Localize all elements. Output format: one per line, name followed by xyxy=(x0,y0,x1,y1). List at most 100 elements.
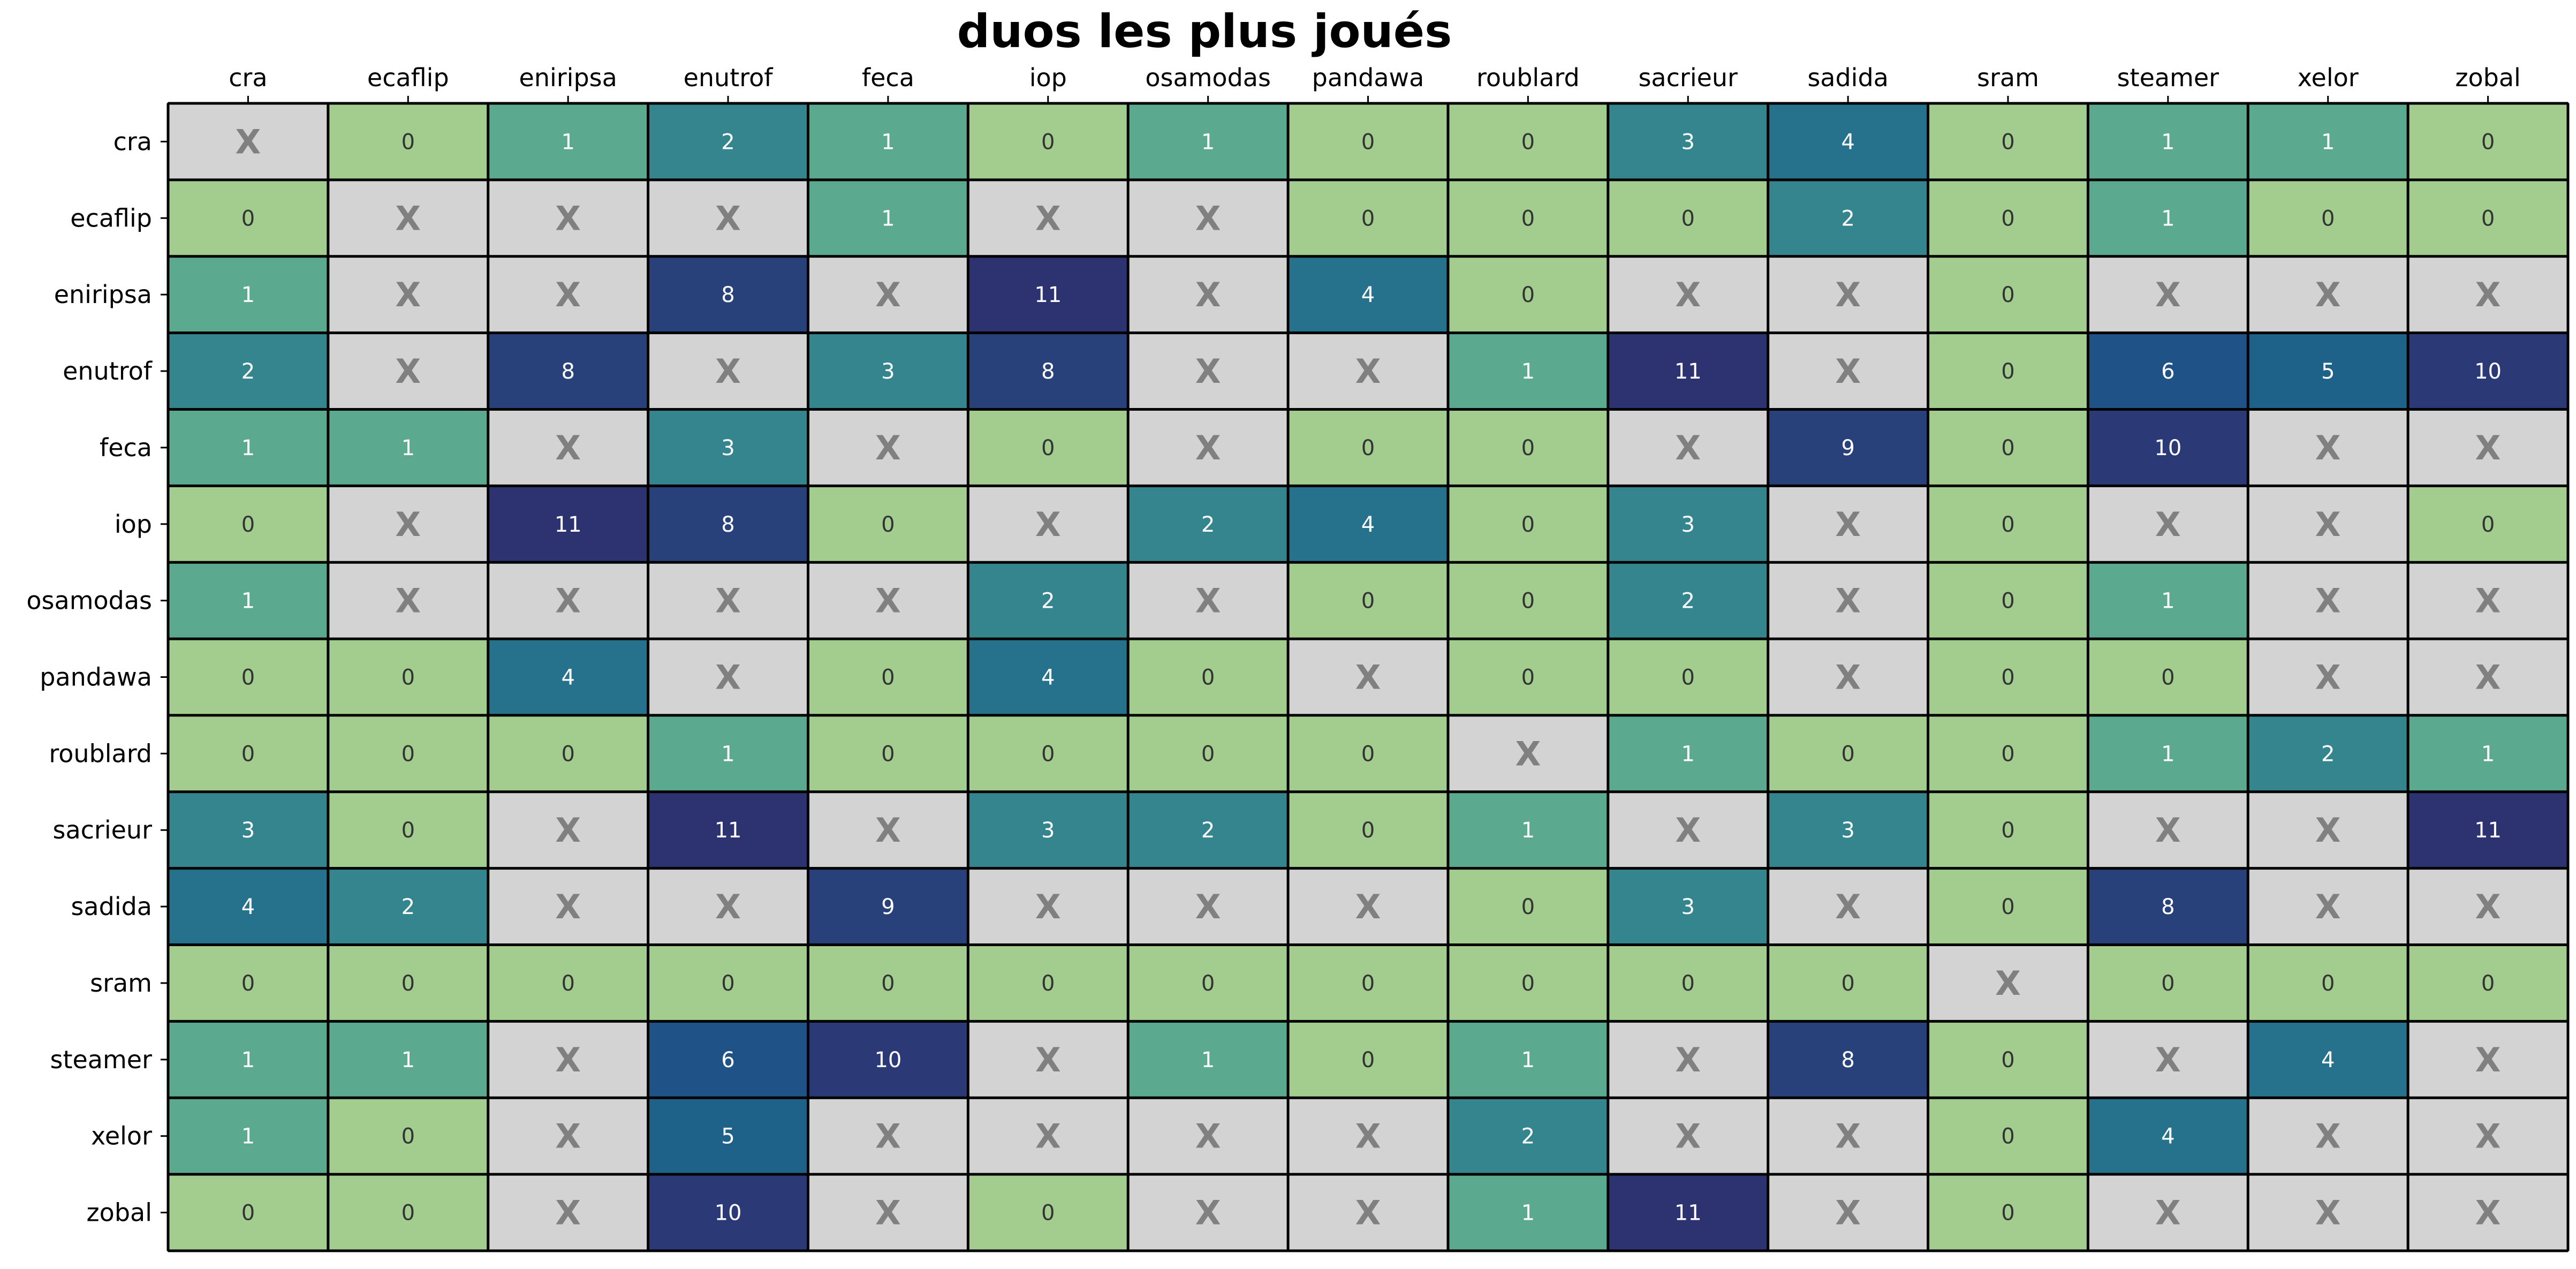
cell-value-label: 2 xyxy=(401,895,415,919)
cell-value-label: 0 xyxy=(561,971,574,996)
heatmap-cell xyxy=(328,639,488,715)
heatmap-cell xyxy=(1288,409,1448,486)
cell-value-label: 0 xyxy=(1361,130,1375,154)
x-tick-label: zobal xyxy=(2455,63,2520,92)
cell-value-label: 0 xyxy=(881,742,895,766)
cell-value-label: 0 xyxy=(1681,971,1695,996)
heatmap-cell xyxy=(1448,256,1608,333)
missing-cell-marker: X xyxy=(1675,1117,1701,1156)
heatmap-cell xyxy=(1128,486,1289,563)
cell-value-label: 0 xyxy=(2321,206,2335,231)
heatmap-cell xyxy=(168,409,328,486)
heatmap-cell xyxy=(488,1174,648,1251)
cell-value-label: 8 xyxy=(561,359,574,384)
cell-value-label: 1 xyxy=(1681,742,1695,766)
heatmap-cell xyxy=(328,179,488,256)
missing-cell-marker: X xyxy=(2155,811,2181,850)
cell-value-label: 8 xyxy=(1041,359,1055,384)
y-tick-label: eniripsa xyxy=(54,280,152,309)
heatmap-cell xyxy=(1768,1098,1928,1175)
heatmap-cell xyxy=(2408,333,2568,410)
heatmap-cell xyxy=(2248,409,2408,486)
cell-value-label: 0 xyxy=(2161,971,2175,996)
heatmap-cell xyxy=(2088,333,2248,410)
missing-cell-marker: X xyxy=(875,275,901,314)
heatmap-cell xyxy=(1448,715,1608,792)
heatmap-cell xyxy=(488,333,648,410)
missing-cell-marker: X xyxy=(395,505,421,544)
cell-value-label: 1 xyxy=(1521,359,1535,384)
missing-cell-marker: X xyxy=(2315,811,2341,850)
heatmap-cell xyxy=(1608,256,1768,333)
y-tick-label: feca xyxy=(100,433,152,462)
heatmap-cell xyxy=(648,791,808,868)
cell-value-label: 0 xyxy=(881,512,895,537)
y-tick-label: cra xyxy=(113,127,152,156)
heatmap-cell xyxy=(808,945,968,1022)
heatmap-cell xyxy=(808,715,968,792)
cell-value-label: 0 xyxy=(401,971,415,996)
heatmap-cell xyxy=(488,791,648,868)
heatmap-cell xyxy=(968,486,1128,563)
heatmap-cell xyxy=(1608,562,1768,639)
heatmap-cell xyxy=(328,1174,488,1251)
heatmap-cell xyxy=(2088,791,2248,868)
x-tick-label: osamodas xyxy=(1145,63,1271,92)
heatmap-cell xyxy=(1288,1174,1448,1251)
missing-cell-marker: X xyxy=(2155,505,2181,544)
missing-cell-marker: X xyxy=(2155,275,2181,314)
cell-value-label: 3 xyxy=(1681,130,1695,154)
missing-cell-marker: X xyxy=(1195,199,1221,238)
cell-value-label: 0 xyxy=(2001,283,2014,307)
cell-value-label: 0 xyxy=(2481,512,2495,537)
cell-value-label: 0 xyxy=(2321,971,2335,996)
heatmap-cell xyxy=(2408,715,2568,792)
cell-value-label: 2 xyxy=(1521,1124,1535,1149)
cell-value-label: 2 xyxy=(721,130,734,154)
y-tick-label: sram xyxy=(90,969,152,998)
heatmap-cell xyxy=(648,945,808,1022)
y-tick-label: sacrieur xyxy=(52,815,152,844)
heatmap-cell xyxy=(328,256,488,333)
heatmap-cell xyxy=(2088,486,2248,563)
missing-cell-marker: X xyxy=(1355,1117,1381,1156)
heatmap-cell xyxy=(1448,486,1608,563)
heatmap-cell xyxy=(808,791,968,868)
heatmap-cell xyxy=(2408,791,2568,868)
heatmap-cell xyxy=(1768,256,1928,333)
heatmap-cell xyxy=(648,256,808,333)
missing-cell-marker: X xyxy=(1035,505,1061,544)
cell-value-label: 0 xyxy=(1521,436,1535,460)
cell-value-label: 0 xyxy=(2001,512,2014,537)
y-tick-label: ecaflip xyxy=(70,203,152,232)
heatmap-cell xyxy=(1608,486,1768,563)
heatmap-cell xyxy=(1608,179,1768,256)
heatmap-cell xyxy=(1288,486,1448,563)
heatmap-cell xyxy=(1128,945,1289,1022)
missing-cell-marker: X xyxy=(1835,581,1861,621)
missing-cell-marker: X xyxy=(1195,352,1221,391)
x-tick-label: cra xyxy=(229,63,267,92)
heatmap-cell xyxy=(1768,945,1928,1022)
heatmap-cell xyxy=(1128,179,1289,256)
missing-cell-marker: X xyxy=(2475,275,2501,314)
cell-value-label: 9 xyxy=(881,895,895,919)
missing-cell-marker: X xyxy=(555,1117,581,1156)
cell-value-label: 1 xyxy=(241,1124,255,1149)
chart-title: duos les plus joués xyxy=(957,5,1452,58)
cell-value-label: 8 xyxy=(1841,1048,1854,1072)
missing-cell-marker: X xyxy=(395,352,421,391)
heatmap-cell xyxy=(1768,868,1928,945)
cell-value-label: 3 xyxy=(1681,895,1695,919)
heatmap-cell xyxy=(1128,103,1289,180)
heatmap-cell xyxy=(168,333,328,410)
heatmap-cell xyxy=(2248,791,2408,868)
heatmap-cell xyxy=(1768,486,1928,563)
cell-value-label: 0 xyxy=(1681,666,1695,690)
heatmap-cell xyxy=(1608,1174,1768,1251)
y-tick-label: roublard xyxy=(49,739,152,768)
heatmap-cell xyxy=(968,103,1128,180)
heatmap-cell xyxy=(1608,103,1768,180)
missing-cell-marker: X xyxy=(1355,887,1381,926)
heatmap-cell xyxy=(168,945,328,1022)
